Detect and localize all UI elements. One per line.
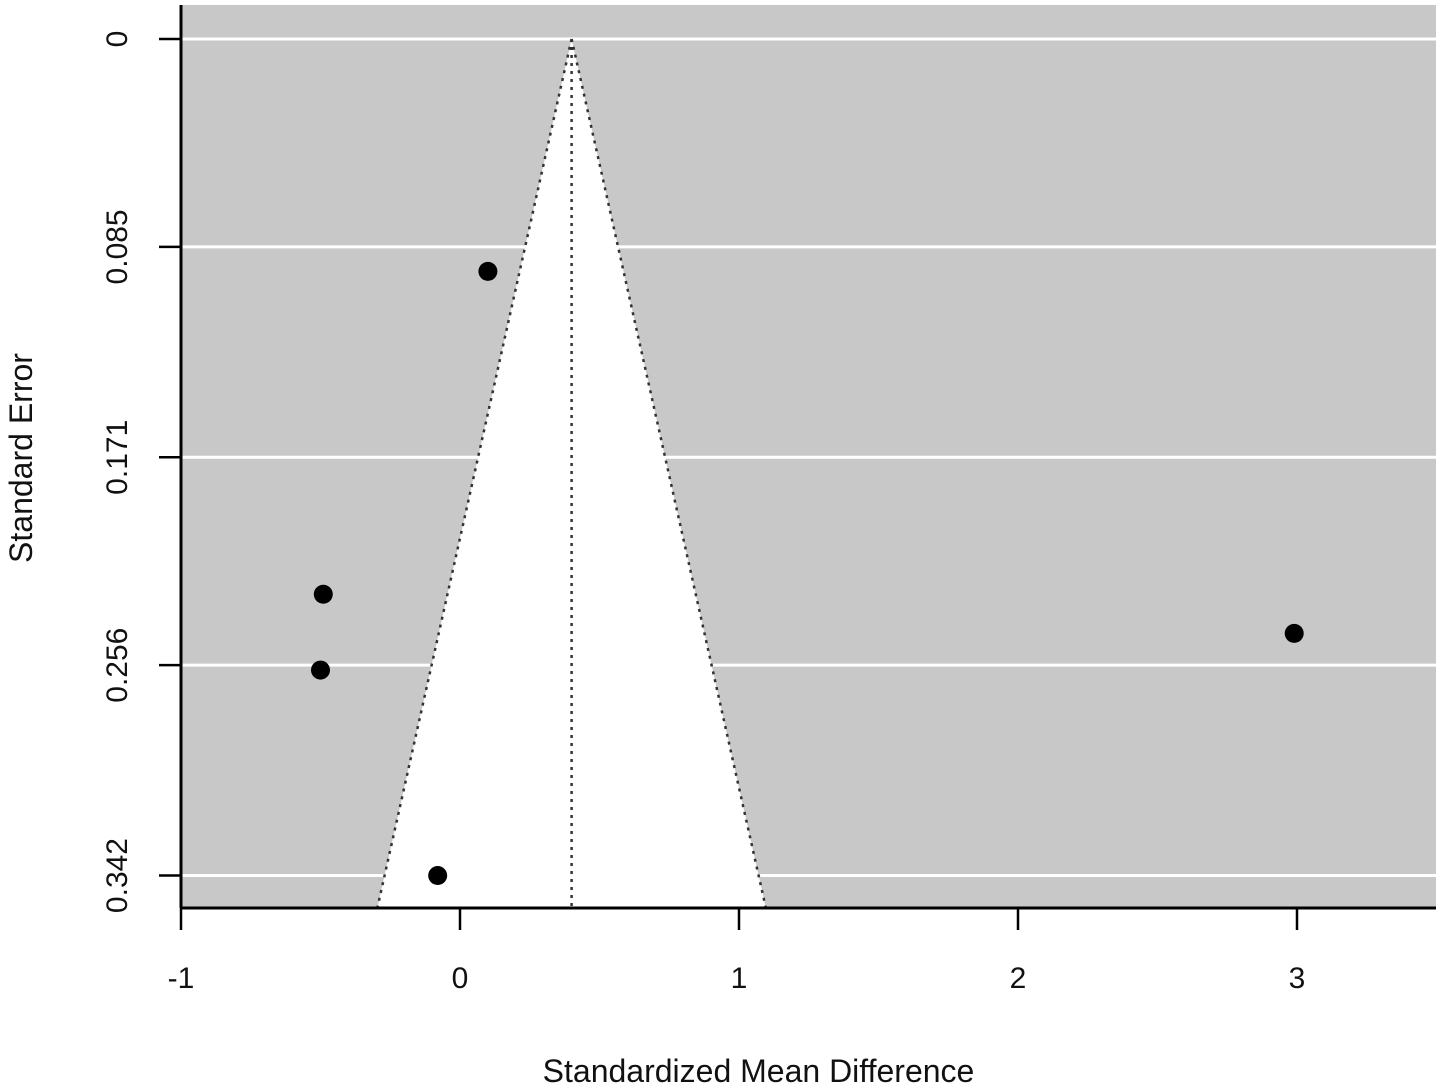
data-point-0 bbox=[478, 261, 498, 281]
x-tick-label-1: 0 bbox=[452, 962, 469, 995]
x-axis-title: Standardized Mean Difference bbox=[543, 1053, 975, 1089]
x-axis-ticks: -1 0 1 2 3 bbox=[168, 908, 1306, 995]
data-point-2 bbox=[311, 660, 330, 680]
data-point-3 bbox=[428, 866, 448, 886]
data-point-4 bbox=[1284, 623, 1304, 643]
y-tick-label-3: 0.256 bbox=[101, 628, 134, 703]
y-axis-title: Standard Error bbox=[3, 353, 39, 563]
y-tick-label-2: 0.171 bbox=[101, 420, 134, 495]
x-tick-label-4: 3 bbox=[1289, 962, 1306, 995]
y-tick-label-0: 0 bbox=[101, 31, 134, 48]
x-tick-label-2: 1 bbox=[731, 962, 748, 995]
y-tick-label-4: 0.342 bbox=[101, 838, 134, 913]
x-tick-label-3: 2 bbox=[1010, 962, 1027, 995]
y-tick-label-1: 0.085 bbox=[101, 209, 134, 284]
grid-lines bbox=[181, 37, 1436, 878]
data-point-1 bbox=[313, 584, 333, 604]
y-axis-ticks: 0 0.085 0.171 0.256 0.342 bbox=[101, 31, 181, 913]
data-points bbox=[311, 261, 1304, 886]
x-tick-label-0: -1 bbox=[168, 962, 195, 995]
